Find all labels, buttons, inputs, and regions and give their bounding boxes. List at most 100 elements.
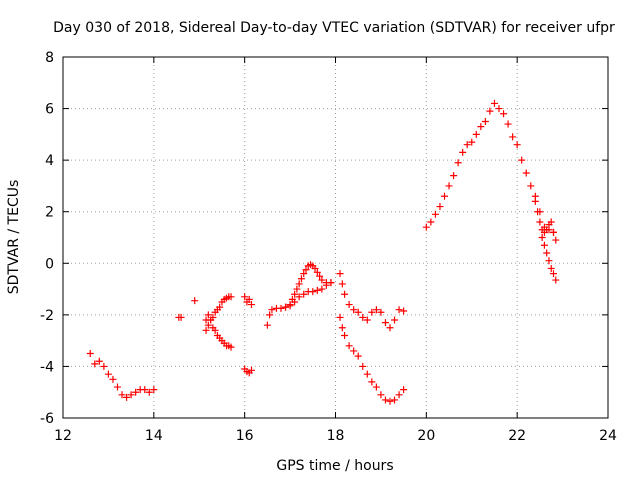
data-point — [395, 391, 403, 399]
data-point — [363, 370, 371, 378]
x-tick-labels: 12 14 16 18 20 22 24 — [54, 428, 617, 444]
data-point — [91, 360, 99, 368]
x-tick-label: 18 — [327, 428, 345, 444]
data-point — [495, 105, 503, 113]
data-point — [368, 308, 376, 316]
data-point — [363, 316, 371, 324]
data-point — [263, 321, 271, 329]
x-tick-label: 20 — [417, 428, 435, 444]
data-point — [227, 293, 235, 301]
data-point — [377, 391, 385, 399]
data-point — [463, 141, 471, 149]
data-point — [454, 159, 462, 167]
data-point — [445, 182, 453, 190]
data-point — [318, 285, 326, 293]
data-point — [513, 141, 521, 149]
data-point — [316, 272, 324, 280]
data-point — [550, 228, 557, 236]
data-point — [441, 192, 448, 200]
data-point — [297, 275, 305, 283]
data-point — [204, 311, 212, 319]
data-point — [318, 276, 326, 284]
data-point — [450, 172, 458, 180]
data-point — [241, 293, 249, 301]
data-point — [104, 370, 112, 378]
data-point — [295, 280, 303, 288]
data-point — [518, 156, 526, 164]
y-tick-label: -4 — [40, 359, 54, 375]
data-point — [291, 290, 299, 298]
data-point — [468, 138, 476, 146]
y-tick-label: 4 — [45, 153, 54, 169]
x-tick-label: 22 — [508, 428, 526, 444]
data-point — [86, 350, 94, 358]
data-point — [543, 226, 551, 234]
data-point — [359, 313, 367, 321]
data-point — [216, 303, 224, 311]
data-point — [268, 306, 276, 314]
data-point — [336, 270, 344, 278]
data-point — [311, 264, 319, 272]
data-point — [114, 383, 121, 391]
data-point — [313, 268, 321, 276]
data-point — [295, 293, 303, 301]
data-point — [538, 234, 546, 241]
y-tick-label: -6 — [40, 411, 54, 427]
data-point — [509, 133, 517, 141]
data-point — [395, 306, 403, 314]
x-tick-label: 24 — [599, 428, 617, 444]
data-point — [327, 279, 335, 287]
data-point — [209, 313, 217, 321]
data-point — [477, 123, 485, 131]
data-point — [486, 107, 494, 115]
data-point — [127, 391, 135, 399]
data-point — [345, 342, 353, 350]
data-point — [377, 308, 385, 316]
data-point — [118, 391, 126, 399]
data-point — [522, 169, 530, 177]
data-point — [400, 307, 408, 315]
data-point — [247, 366, 255, 374]
data-point — [354, 308, 362, 316]
data-point — [536, 218, 544, 226]
data-point — [227, 343, 235, 351]
data-point — [302, 266, 310, 274]
data-point — [132, 388, 140, 396]
data-point — [288, 295, 296, 303]
data-point — [313, 286, 321, 294]
x-tick-label: 12 — [54, 428, 72, 444]
data-point — [245, 295, 253, 303]
y-tick-label: 2 — [45, 205, 54, 221]
data-point — [341, 331, 349, 339]
data-point — [547, 264, 555, 272]
data-point — [141, 386, 149, 394]
data-point — [547, 218, 555, 226]
y-tick-labels: -6 -4 -2 0 2 4 6 8 — [40, 50, 54, 427]
data-point — [300, 270, 308, 278]
data-point — [459, 148, 467, 156]
data-point — [266, 311, 274, 319]
data-point — [282, 303, 290, 311]
data-point — [350, 347, 358, 355]
x-axis-label: GPS time / hours — [276, 458, 393, 474]
data-point — [472, 130, 480, 138]
data-point — [341, 290, 349, 298]
y-tick-label: 6 — [45, 102, 54, 118]
data-point — [350, 306, 358, 314]
data-point — [490, 99, 498, 107]
data-points — [86, 99, 560, 405]
data-point — [386, 324, 394, 332]
data-point — [372, 383, 380, 391]
data-point — [550, 270, 557, 278]
data-point — [345, 301, 353, 309]
data-point — [336, 313, 344, 321]
data-point — [338, 280, 346, 288]
grid-lines — [63, 57, 608, 418]
data-point — [531, 197, 539, 205]
data-point — [381, 319, 389, 327]
x-tick-label: 16 — [236, 428, 254, 444]
data-point — [293, 285, 301, 293]
data-point — [504, 120, 512, 128]
data-point — [500, 110, 508, 118]
